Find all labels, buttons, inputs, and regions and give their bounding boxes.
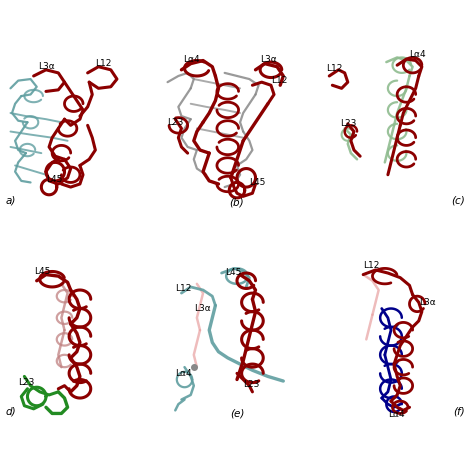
Text: L45: L45 <box>225 268 241 277</box>
Text: L45: L45 <box>34 267 50 276</box>
Text: (b): (b) <box>230 197 244 207</box>
Text: L23: L23 <box>168 118 184 127</box>
Text: L23: L23 <box>243 380 260 389</box>
Text: L12: L12 <box>271 76 287 85</box>
Text: L23: L23 <box>18 378 35 387</box>
Text: L12: L12 <box>175 284 191 293</box>
Text: Lα4: Lα4 <box>183 55 200 64</box>
Text: L3α: L3α <box>194 304 210 313</box>
Text: L45: L45 <box>249 178 266 187</box>
Text: (c): (c) <box>451 196 465 206</box>
Text: Lα4: Lα4 <box>410 50 426 59</box>
Text: (e): (e) <box>230 408 244 418</box>
Text: L23: L23 <box>340 119 356 128</box>
Text: L3α: L3α <box>260 55 277 64</box>
Text: L12: L12 <box>95 59 112 68</box>
Text: L3α: L3α <box>38 63 55 72</box>
Text: a): a) <box>6 196 16 206</box>
Text: L45: L45 <box>46 175 63 184</box>
Text: L12: L12 <box>363 261 380 270</box>
Text: Lα4: Lα4 <box>388 410 404 419</box>
Text: d): d) <box>6 407 17 417</box>
Text: (f): (f) <box>454 407 465 417</box>
Text: L12: L12 <box>326 64 343 73</box>
Text: Lα4: Lα4 <box>175 369 192 378</box>
Text: L3α: L3α <box>419 298 436 307</box>
